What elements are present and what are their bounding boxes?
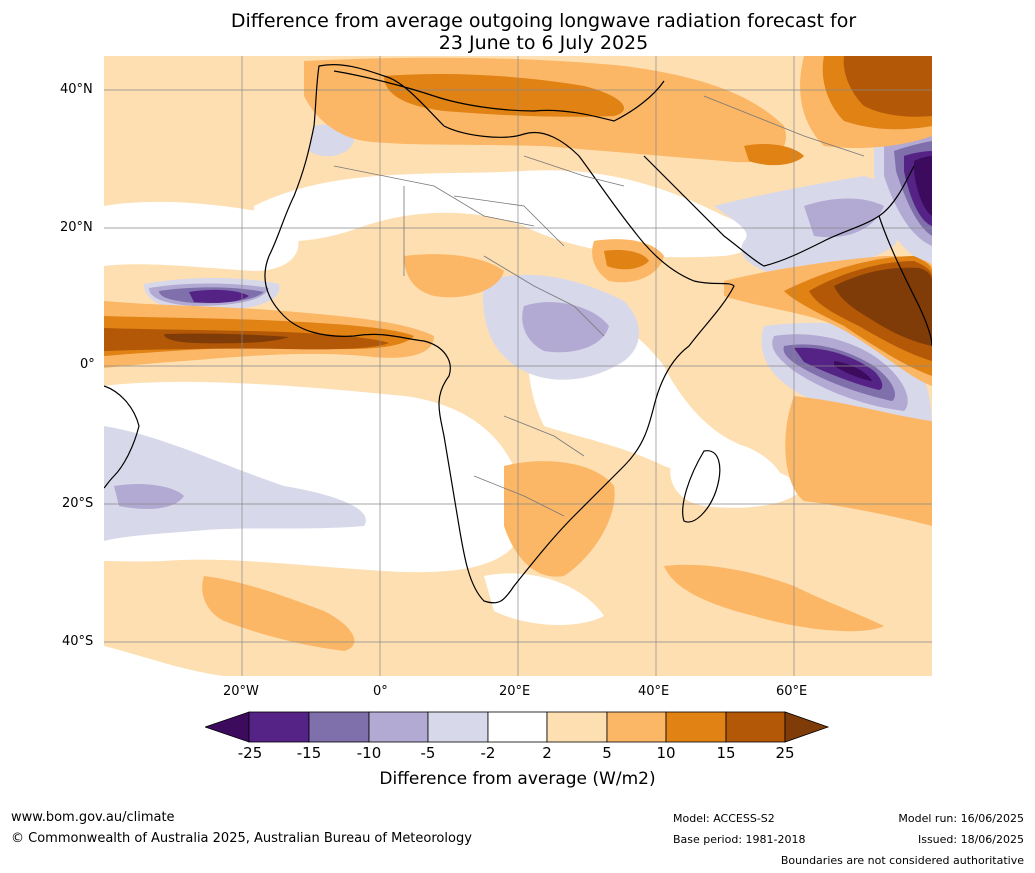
lon-label-20e: 20°E xyxy=(499,684,531,699)
colorbar-extend-low xyxy=(205,711,250,743)
title-line-1: Difference from average outgoing longwav… xyxy=(230,10,857,32)
white-atlantic-north xyxy=(104,201,299,271)
white-eastern-ocean xyxy=(670,454,804,508)
gridlines xyxy=(104,56,932,676)
lon-label-60e: 60°E xyxy=(776,684,808,699)
base-period: Base period: 1981-2018 xyxy=(673,833,806,846)
colorbar-tick-3: -10 xyxy=(356,744,382,762)
boundaries-disclaimer: Boundaries are not considered authoritat… xyxy=(780,854,1024,867)
darkest-brown-atlantic xyxy=(164,333,289,344)
lat-label-0: 0° xyxy=(80,357,95,372)
colorbar-seg-6 xyxy=(546,711,608,743)
colorbar-tick-4: -5 xyxy=(420,744,436,762)
brown-iran xyxy=(843,56,932,117)
colorbar-tick-10: 25 xyxy=(775,744,795,762)
darkest-brown-indian-ocean xyxy=(834,267,932,346)
lat-label-20n: 20°N xyxy=(60,220,93,235)
olr-anomaly-map xyxy=(104,56,932,676)
white-southwest-ocean xyxy=(104,646,224,676)
colorbar-seg-9 xyxy=(725,711,786,743)
orange-south-indian-ocean xyxy=(785,396,932,526)
india-coastline xyxy=(878,215,932,347)
south-america-coastline xyxy=(104,385,140,489)
orange-south-indian xyxy=(664,564,884,632)
border-1 xyxy=(333,165,535,227)
border-4 xyxy=(483,255,605,337)
colorbar-tick-6: 2 xyxy=(542,744,552,762)
map-title: Difference from average outgoing longwav… xyxy=(0,10,1035,54)
lon-label-0: 0° xyxy=(373,684,388,699)
colorbar-seg-2 xyxy=(308,711,370,743)
country-borders xyxy=(333,95,865,517)
model-run-date: Model run: 16/06/2025 xyxy=(898,812,1024,825)
colorbar-tick-1: -25 xyxy=(237,744,263,762)
orange-west-africa xyxy=(404,254,504,298)
copyright-text: © Commonwealth of Australia 2025, Austra… xyxy=(11,831,472,846)
colorbar-tick-5: -2 xyxy=(480,744,496,762)
colorbar-seg-3 xyxy=(368,711,429,743)
orange-south-atlantic-south xyxy=(202,576,355,651)
colorbar-tick-2: -15 xyxy=(296,744,322,762)
coastlines xyxy=(104,64,932,604)
colorbar-seg-1 xyxy=(248,711,310,743)
colorbar-seg-5 xyxy=(487,711,548,743)
darkest-purple-east-india xyxy=(914,156,932,216)
lon-label-40e: 40°E xyxy=(638,684,670,699)
purple-south-atlantic xyxy=(114,484,184,509)
website-link[interactable]: www.bom.gov.au/climate xyxy=(11,810,175,825)
white-sahara xyxy=(254,170,754,258)
madagascar-coastline xyxy=(682,450,721,523)
lat-label-40n: 40°N xyxy=(60,82,93,97)
colorbar-tick-9: 15 xyxy=(716,744,736,762)
africa-coastline xyxy=(264,64,735,604)
dark-purple-indian-ocean xyxy=(794,347,883,390)
border-6 xyxy=(473,475,565,517)
model-name: Model: ACCESS-S2 xyxy=(673,812,775,825)
colorbar-tick-8: 10 xyxy=(656,744,676,762)
purple-central-africa xyxy=(522,302,609,353)
colorbar-tick-7: 5 xyxy=(602,744,612,762)
colorbar-seg-8 xyxy=(665,711,727,743)
border-8 xyxy=(703,95,865,157)
lat-label-20s: 20°S xyxy=(62,496,94,511)
border-5 xyxy=(523,155,625,187)
issued-date: Issued: 18/06/2025 xyxy=(917,833,1024,846)
title-line-2: 23 June to 6 July 2025 xyxy=(438,32,649,54)
dark-orange-north xyxy=(384,74,624,117)
dark-orange-saudi xyxy=(744,144,804,166)
arabia-coastline xyxy=(643,155,915,267)
purple-arabian xyxy=(804,198,884,238)
dark-orange-ethiopia xyxy=(604,250,649,270)
colorbar-extend-high xyxy=(784,711,830,743)
colorbar-seg-4 xyxy=(427,711,489,743)
map-canvas xyxy=(104,56,932,676)
lat-label-40s: 40°S xyxy=(62,634,94,649)
lon-label-20w: 20°W xyxy=(223,684,259,699)
colorbar-label: Difference from average (W/m2) xyxy=(379,769,656,789)
border-3 xyxy=(453,195,565,247)
orange-southern-africa xyxy=(504,461,615,577)
colorbar-seg-7 xyxy=(606,711,667,743)
border-7 xyxy=(503,415,585,457)
mediterranean-coastline xyxy=(333,70,665,122)
dark-purple-west-africa xyxy=(189,289,249,303)
light-purple-south-atlantic xyxy=(104,426,366,541)
colorbar xyxy=(205,711,830,743)
